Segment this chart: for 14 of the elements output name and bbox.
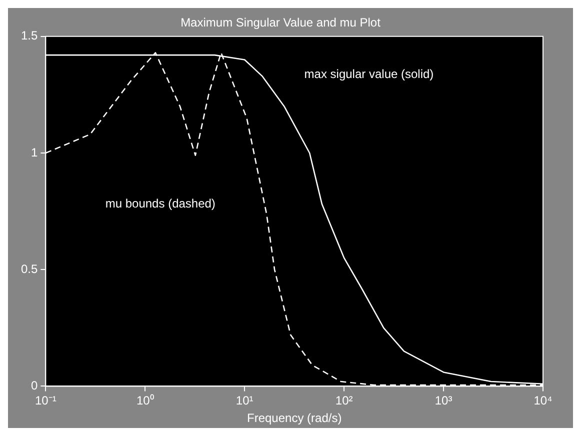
x-tick-label: 10³	[434, 394, 452, 408]
y-tick-label: 1	[30, 145, 38, 160]
x-tick-label: 10⁻¹	[35, 394, 56, 408]
y-tick-label: 0.5	[20, 262, 38, 276]
annotation: max sigular value (solid)	[304, 67, 434, 82]
chart-title: Maximum Singular Value and mu Plot	[180, 16, 382, 30]
x-tick-label: 10²	[335, 394, 353, 408]
x-tick-label: 10⁰	[136, 394, 154, 408]
x-axis-title: Frequency (rad/s)	[246, 411, 342, 426]
y-tick-label: 0	[30, 378, 38, 393]
x-tick-label: 10⁴	[534, 394, 552, 408]
y-tick-label: 1.5	[20, 28, 38, 43]
annotation: mu bounds (dashed)	[105, 196, 216, 211]
x-tick-label: 10¹	[236, 394, 254, 408]
